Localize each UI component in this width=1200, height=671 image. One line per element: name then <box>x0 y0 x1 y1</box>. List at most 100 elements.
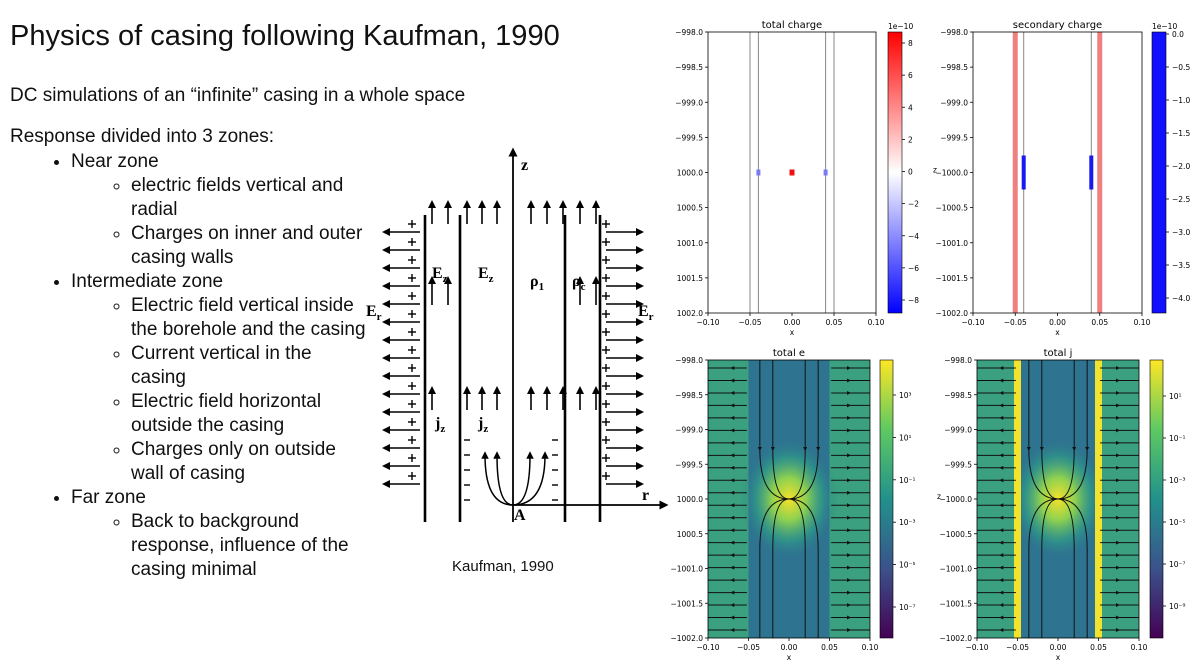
colorbar <box>879 359 894 639</box>
label-main: E <box>638 303 649 320</box>
plot: total j −0.10 −0.05 0.00 0.05 0.10 x −998.0 −998… <box>937 348 1185 662</box>
streamline <box>1041 498 1059 638</box>
charge-cell <box>1021 155 1026 190</box>
zone-sublist: Electric field vertical inside the boreh… <box>71 294 371 486</box>
plot: secondary charge −0.10 −0.05 0.00 0.05 0.10 x −… <box>933 20 1190 337</box>
y-tick-label: −1001.5 <box>939 599 972 608</box>
colorbar-tick-label: 10⁻⁵ <box>899 561 916 570</box>
zone-item: Intermediate zoneElectric field vertical… <box>71 270 371 486</box>
colorbar-tick-label: −1.5 <box>1172 129 1190 138</box>
plot-title: total j <box>1044 348 1073 359</box>
x-tick-label: 0.00 <box>1049 318 1066 327</box>
plot-area <box>708 32 876 313</box>
zone-item: Far zoneBack to background response, inf… <box>71 486 371 582</box>
streamline <box>772 498 790 638</box>
x-tick-label: −0.05 <box>739 318 762 327</box>
colorbar <box>887 31 903 314</box>
x-tick-label: 0.10 <box>868 318 885 327</box>
zone-detail: Electric field vertical inside the boreh… <box>131 294 371 342</box>
colorbar-tick-label: −3.0 <box>1172 228 1190 237</box>
current-curve <box>493 451 514 506</box>
y-tick-label: −998.0 <box>940 28 968 37</box>
current-curve <box>512 451 534 506</box>
x-tick-label: −0.05 <box>737 643 760 652</box>
y-tick-label: −1001.0 <box>939 565 972 574</box>
zone-detail: Electric field horizontal outside the ca… <box>131 390 371 438</box>
label-main: z <box>521 157 528 174</box>
y-tick-label: −998.5 <box>675 391 703 400</box>
y-tick-label: −999.5 <box>940 133 968 142</box>
colorbar-tick-label: −2 <box>908 200 919 209</box>
label-main: E <box>432 265 443 282</box>
x-tick-label: −0.10 <box>962 318 985 327</box>
plot-area <box>973 32 1142 313</box>
x-tick-label: −0.10 <box>697 643 720 652</box>
streamline <box>757 360 790 500</box>
zone-detail: Current vertical in the casing <box>131 342 371 390</box>
x-tick-label: 0.00 <box>781 643 798 652</box>
charge-strip <box>1012 32 1018 313</box>
colorbar-tick-label: 10⁻¹ <box>899 476 916 485</box>
streamline <box>1057 360 1090 500</box>
y-tick-label: −998.0 <box>675 356 703 365</box>
plot-bg <box>973 32 1142 313</box>
x-tick-label: 0.05 <box>826 318 843 327</box>
colorbar-tick-label: 10⁻⁵ <box>1169 518 1186 527</box>
label-sub: z <box>483 423 488 435</box>
y-tick-label: −999.5 <box>675 460 703 469</box>
y-tick-label: −1001.5 <box>935 274 968 283</box>
colorbar-tick-label: 6 <box>908 71 913 80</box>
colorbar <box>1149 359 1164 639</box>
zone-name: Intermediate zone <box>71 271 224 292</box>
x-tick-label: 0.10 <box>1131 643 1148 652</box>
diagram-label: Er <box>366 303 382 323</box>
zone-item: Near zoneelectric fields vertical and ra… <box>71 150 371 270</box>
x-axis-label: x <box>1056 653 1061 662</box>
y-tick-label: −999.5 <box>944 460 972 469</box>
x-tick-label: 0.05 <box>1091 318 1108 327</box>
colorbar-tick-label: −2.0 <box>1172 162 1190 171</box>
label-sub: z <box>489 273 494 285</box>
colorbar-tick-label: 10³ <box>899 391 912 400</box>
colorbar-tick-label: 10⁻¹ <box>1169 434 1186 443</box>
colorbar-tick-label: −4 <box>908 232 919 241</box>
label-main: j <box>477 415 483 432</box>
diagram-label: jz <box>434 415 445 435</box>
colorbar-tick-label: 0 <box>908 168 913 177</box>
colorbar <box>1151 31 1167 314</box>
y-tick-label: −1000.5 <box>935 204 968 213</box>
y-tick-label: −1002.0 <box>939 634 972 643</box>
colorbar-tick-label: 4 <box>908 103 913 112</box>
y-tick-label: 1001.0 <box>677 239 703 248</box>
y-tick-label: 1001.5 <box>677 274 703 283</box>
plot-area <box>977 360 1139 638</box>
zone-sublist: Back to background response, influence o… <box>71 510 371 582</box>
x-axis-label: x <box>790 328 795 337</box>
streamline <box>1039 360 1059 500</box>
diagram-label: Er <box>638 303 654 323</box>
x-tick-label: −0.05 <box>1006 643 1029 652</box>
label-main: j <box>434 415 440 432</box>
label-sub: r <box>377 311 382 323</box>
label-main: ρ <box>572 273 581 290</box>
y-tick-label: −998.5 <box>944 391 972 400</box>
y-tick-label: −1002.0 <box>670 634 703 643</box>
y-tick-label: 1000.5 <box>677 204 703 213</box>
y-tick-label: −998.0 <box>944 356 972 365</box>
colorbar-tick-label: 2 <box>908 135 913 144</box>
zone-name: Far zone <box>71 487 146 508</box>
casing-current <box>1014 360 1021 638</box>
x-tick-label: −0.05 <box>1004 318 1027 327</box>
plot-area <box>708 360 870 638</box>
zone-detail: Charges only on outside wall of casing <box>131 438 371 486</box>
x-tick-label: 0.10 <box>1134 318 1151 327</box>
y-tick-label: 1000.0 <box>677 169 703 178</box>
zone-sublist: electric fields vertical and radialCharg… <box>71 174 371 270</box>
colorbar-tick-label: 10⁻⁷ <box>899 603 916 612</box>
charge-strip <box>1097 32 1103 313</box>
label-sub: 1 <box>539 281 545 293</box>
colorbar-tick-label: 0.0 <box>1172 30 1184 39</box>
diagram-caption: Kaufman, 1990 <box>452 558 554 575</box>
y-tick-label: −1002.0 <box>935 309 968 318</box>
